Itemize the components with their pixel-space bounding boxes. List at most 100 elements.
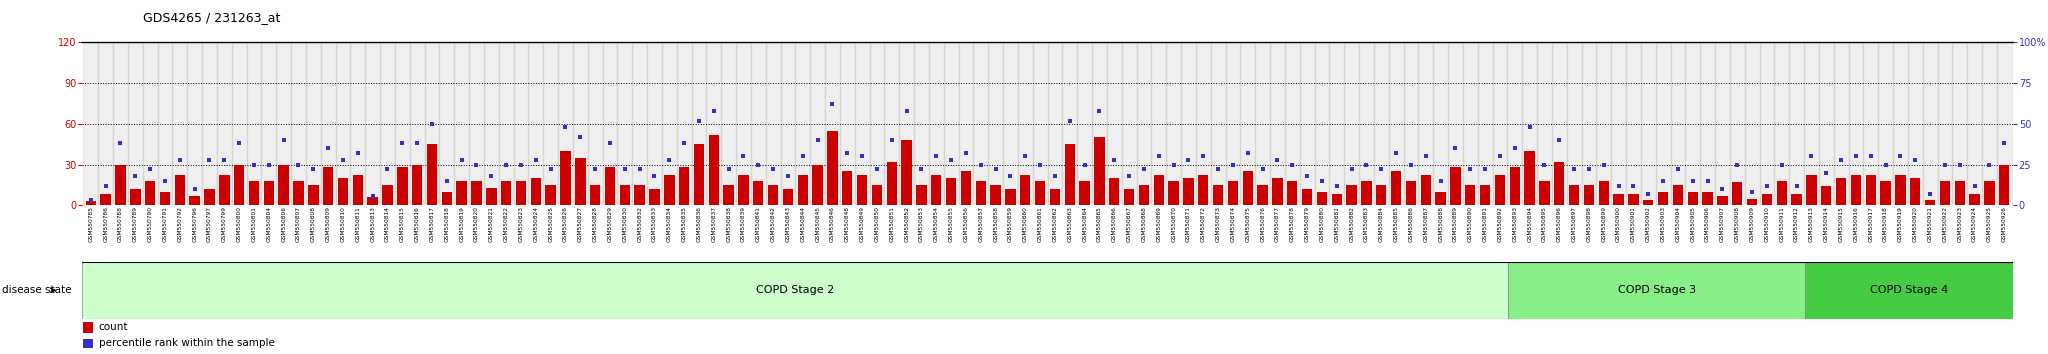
Bar bbox=[1894, 176, 1905, 205]
Bar bbox=[1612, 42, 1626, 205]
Bar bbox=[1495, 176, 1505, 205]
Text: disease state: disease state bbox=[2, 285, 72, 295]
Bar bbox=[1851, 176, 1862, 205]
Bar bbox=[1538, 42, 1552, 205]
Bar bbox=[143, 42, 158, 205]
Bar bbox=[1835, 178, 1847, 205]
Point bbox=[90, 183, 123, 189]
Point bbox=[1454, 167, 1487, 172]
Bar bbox=[1362, 181, 1372, 205]
Bar bbox=[305, 42, 322, 205]
Bar bbox=[1389, 42, 1403, 205]
Bar bbox=[528, 42, 543, 205]
Point bbox=[1143, 154, 1176, 159]
Bar bbox=[1599, 181, 1610, 205]
Bar bbox=[1403, 42, 1419, 205]
Bar bbox=[424, 42, 440, 205]
Point bbox=[698, 108, 731, 114]
Bar bbox=[1554, 162, 1565, 205]
Bar bbox=[1718, 196, 1729, 205]
Bar bbox=[1892, 42, 1909, 205]
Bar bbox=[545, 185, 555, 205]
Point bbox=[223, 141, 256, 146]
Point bbox=[846, 154, 879, 159]
Bar bbox=[1567, 42, 1581, 205]
Point bbox=[297, 167, 330, 172]
Bar bbox=[1804, 42, 1819, 205]
Bar bbox=[1034, 181, 1044, 205]
Bar bbox=[991, 185, 1001, 205]
Bar bbox=[856, 176, 868, 205]
Bar bbox=[662, 42, 676, 205]
Bar bbox=[1376, 185, 1386, 205]
Bar bbox=[1165, 42, 1182, 205]
Bar bbox=[813, 165, 823, 205]
Point bbox=[1024, 162, 1057, 167]
Bar bbox=[768, 185, 778, 205]
Bar bbox=[1257, 185, 1268, 205]
Bar bbox=[1923, 42, 1937, 205]
Bar bbox=[1821, 186, 1831, 205]
Bar bbox=[647, 42, 662, 205]
Bar bbox=[664, 176, 674, 205]
Bar bbox=[915, 185, 926, 205]
Bar bbox=[1640, 42, 1655, 205]
Point bbox=[133, 167, 166, 172]
Point bbox=[1692, 178, 1724, 184]
Bar bbox=[1776, 181, 1788, 205]
Bar bbox=[264, 181, 274, 205]
Bar bbox=[1733, 182, 1743, 205]
Point bbox=[1765, 162, 1798, 167]
Bar bbox=[322, 42, 336, 205]
Bar bbox=[649, 189, 659, 205]
Bar bbox=[158, 42, 172, 205]
Point bbox=[608, 167, 641, 172]
Bar bbox=[174, 176, 184, 205]
Bar bbox=[469, 42, 483, 205]
Bar bbox=[752, 42, 766, 205]
Point bbox=[461, 162, 494, 167]
Bar bbox=[293, 181, 303, 205]
Point bbox=[1157, 162, 1190, 167]
Point bbox=[326, 157, 358, 162]
Bar bbox=[1952, 42, 1968, 205]
Bar bbox=[262, 42, 276, 205]
Point bbox=[741, 162, 774, 167]
Bar bbox=[457, 181, 467, 205]
Point bbox=[1810, 170, 1843, 176]
Point bbox=[727, 154, 760, 159]
Bar bbox=[1911, 178, 1921, 205]
Bar bbox=[307, 185, 319, 205]
Bar bbox=[1300, 42, 1315, 205]
Bar bbox=[1374, 42, 1389, 205]
Bar bbox=[1925, 200, 1935, 205]
Point bbox=[238, 162, 270, 167]
Point bbox=[1128, 167, 1161, 172]
Bar bbox=[557, 42, 573, 205]
Bar bbox=[1481, 185, 1491, 205]
Point bbox=[1587, 162, 1620, 167]
Bar bbox=[1833, 42, 1849, 205]
Bar bbox=[233, 165, 244, 205]
Point bbox=[950, 150, 983, 156]
Bar bbox=[1462, 42, 1479, 205]
Bar bbox=[827, 131, 838, 205]
Bar bbox=[870, 42, 885, 205]
Bar bbox=[885, 42, 899, 205]
Bar bbox=[276, 42, 291, 205]
Bar bbox=[1018, 42, 1032, 205]
Point bbox=[1751, 183, 1784, 189]
Bar bbox=[958, 42, 973, 205]
Point bbox=[283, 162, 315, 167]
Bar bbox=[1880, 181, 1890, 205]
Point bbox=[1380, 150, 1413, 156]
Bar bbox=[1032, 42, 1049, 205]
Bar bbox=[1198, 176, 1208, 205]
Bar bbox=[1077, 42, 1092, 205]
Point bbox=[385, 141, 418, 146]
Bar bbox=[113, 42, 127, 205]
Text: COPD Stage 2: COPD Stage 2 bbox=[756, 285, 834, 295]
Bar bbox=[1583, 185, 1593, 205]
Point bbox=[874, 137, 907, 143]
Bar bbox=[735, 42, 752, 205]
